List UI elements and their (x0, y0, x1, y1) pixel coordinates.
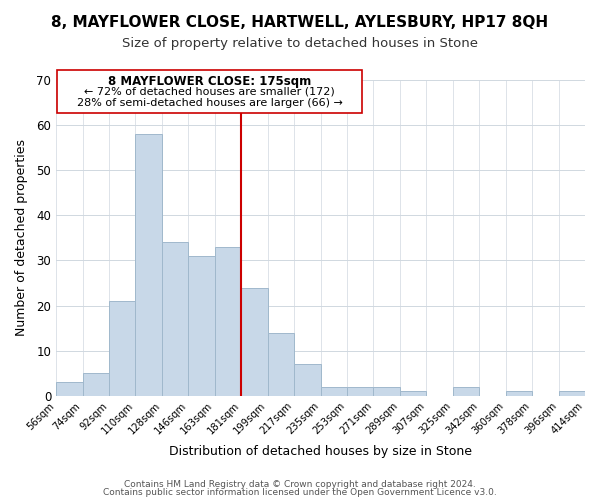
Bar (400, 391, 427, 396)
Bar (56, 382, 83, 396)
Bar (109, 301, 136, 396)
Bar (268, 332, 294, 396)
Text: 8, MAYFLOWER CLOSE, HARTWELL, AYLESBURY, HP17 8QH: 8, MAYFLOWER CLOSE, HARTWELL, AYLESBURY,… (52, 15, 548, 30)
Bar (347, 386, 373, 396)
Text: ← 72% of detached houses are smaller (172): ← 72% of detached houses are smaller (17… (84, 87, 335, 97)
Text: 28% of semi-detached houses are larger (66) →: 28% of semi-detached houses are larger (… (77, 98, 343, 108)
Bar (188, 256, 215, 396)
Text: Size of property relative to detached houses in Stone: Size of property relative to detached ho… (122, 38, 478, 51)
Text: 8 MAYFLOWER CLOSE: 175sqm: 8 MAYFLOWER CLOSE: 175sqm (108, 75, 311, 88)
Bar (241, 288, 268, 396)
Bar (136, 134, 162, 396)
X-axis label: Distribution of detached houses by size in Stone: Distribution of detached houses by size … (169, 444, 472, 458)
Bar (559, 391, 585, 396)
Bar (506, 391, 532, 396)
Bar (320, 386, 347, 396)
Bar (162, 242, 188, 396)
Bar (215, 247, 241, 396)
FancyBboxPatch shape (58, 70, 362, 112)
Bar (373, 386, 400, 396)
Bar (294, 364, 320, 396)
Y-axis label: Number of detached properties: Number of detached properties (15, 140, 28, 336)
Bar (453, 386, 479, 396)
Text: Contains public sector information licensed under the Open Government Licence v3: Contains public sector information licen… (103, 488, 497, 497)
Bar (83, 373, 109, 396)
Text: Contains HM Land Registry data © Crown copyright and database right 2024.: Contains HM Land Registry data © Crown c… (124, 480, 476, 489)
